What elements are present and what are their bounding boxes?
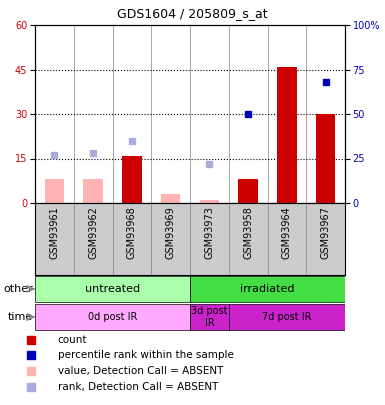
Text: GSM93973: GSM93973 bbox=[204, 207, 214, 260]
Bar bbox=[84, 179, 103, 203]
Bar bbox=[190, 275, 345, 303]
Bar bbox=[151, 203, 190, 275]
Text: GSM93958: GSM93958 bbox=[243, 207, 253, 260]
Bar bbox=[316, 114, 335, 203]
Text: other: other bbox=[3, 284, 33, 294]
Text: 7d post IR: 7d post IR bbox=[262, 312, 311, 322]
Text: GSM93967: GSM93967 bbox=[321, 207, 331, 260]
Bar bbox=[74, 203, 112, 275]
Bar bbox=[122, 156, 142, 203]
Bar bbox=[190, 203, 229, 275]
Bar bbox=[238, 179, 258, 203]
Text: GSM93969: GSM93969 bbox=[166, 207, 176, 259]
Text: GDS1604 / 205809_s_at: GDS1604 / 205809_s_at bbox=[117, 8, 268, 21]
Text: GSM93962: GSM93962 bbox=[88, 207, 98, 260]
Bar bbox=[277, 66, 296, 203]
Text: value, Detection Call = ABSENT: value, Detection Call = ABSENT bbox=[58, 366, 223, 376]
Text: percentile rank within the sample: percentile rank within the sample bbox=[58, 350, 234, 360]
Bar bbox=[112, 203, 151, 275]
Bar bbox=[35, 304, 190, 330]
Text: irradiated: irradiated bbox=[240, 284, 295, 294]
Bar bbox=[45, 179, 64, 203]
Bar bbox=[161, 194, 180, 203]
Bar bbox=[190, 304, 229, 330]
Text: GSM93968: GSM93968 bbox=[127, 207, 137, 259]
Bar bbox=[268, 203, 306, 275]
Text: time: time bbox=[8, 312, 33, 322]
Bar bbox=[229, 203, 268, 275]
Text: untreated: untreated bbox=[85, 284, 140, 294]
Text: GSM93961: GSM93961 bbox=[49, 207, 59, 259]
Bar bbox=[229, 304, 345, 330]
Bar bbox=[306, 203, 345, 275]
Bar bbox=[35, 203, 74, 275]
Bar bbox=[200, 200, 219, 203]
Text: 3d post
IR: 3d post IR bbox=[191, 306, 228, 328]
Text: GSM93964: GSM93964 bbox=[282, 207, 292, 259]
Bar bbox=[35, 275, 190, 303]
Text: 0d post IR: 0d post IR bbox=[88, 312, 137, 322]
Text: count: count bbox=[58, 335, 87, 345]
Text: rank, Detection Call = ABSENT: rank, Detection Call = ABSENT bbox=[58, 382, 218, 392]
